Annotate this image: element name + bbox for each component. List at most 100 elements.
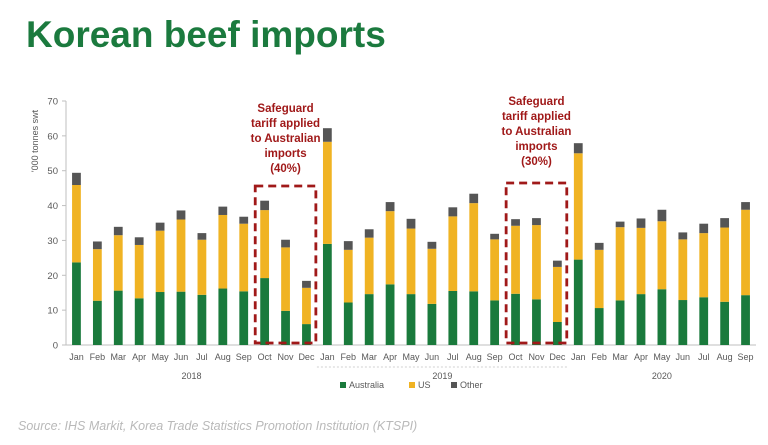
- bar-other: [155, 222, 165, 231]
- bar-australia: [720, 301, 730, 345]
- bar-us: [448, 216, 458, 291]
- bar-australia: [176, 291, 186, 345]
- annotation-text: tariff applied: [251, 118, 320, 130]
- y-tick-label: 70: [47, 97, 58, 108]
- bar-other: [239, 216, 249, 224]
- bar-australia: [302, 324, 311, 345]
- bar-us: [385, 211, 395, 285]
- bar-other: [134, 237, 144, 245]
- page-title: Korean beef imports: [26, 14, 386, 55]
- year-label: 2018: [181, 371, 201, 381]
- bar-us: [260, 210, 270, 279]
- x-tick-label: Jun: [425, 352, 440, 362]
- bar-us: [573, 153, 583, 260]
- annotation-box: [504, 181, 569, 345]
- bar-australia: [657, 289, 667, 345]
- bar-us: [92, 249, 102, 301]
- bar-australia: [448, 290, 458, 345]
- bar-australia: [469, 291, 479, 345]
- bar-us: [176, 219, 186, 292]
- x-tick-label: Mar: [361, 352, 377, 362]
- bar-australia: [322, 243, 332, 345]
- bar-other: [72, 172, 81, 186]
- x-tick-label: Aug: [466, 352, 482, 362]
- legend-swatch-other: [451, 382, 457, 388]
- annotation-text: imports: [515, 141, 557, 153]
- bar-australia: [364, 294, 374, 345]
- bar-us: [552, 266, 562, 322]
- legend-swatch-australia: [340, 382, 346, 388]
- bar-other: [511, 219, 520, 226]
- bar-other: [532, 218, 541, 226]
- annotation-box: [253, 184, 318, 345]
- bar-us: [406, 228, 416, 295]
- bar-other: [469, 193, 479, 204]
- bar-other: [594, 242, 604, 250]
- bar-us: [72, 185, 81, 263]
- bar-australia: [552, 321, 562, 345]
- bar-other: [364, 229, 374, 238]
- bar-australia: [594, 308, 604, 345]
- bar-us: [239, 223, 249, 292]
- annotation-text: Safeguard: [257, 103, 313, 115]
- bar-australia: [406, 294, 416, 345]
- bar-australia: [385, 284, 395, 345]
- bar-other: [197, 233, 207, 240]
- bar-other: [343, 241, 353, 250]
- bar-us: [699, 233, 709, 298]
- bar-other: [322, 128, 332, 142]
- x-tick-label: Jul: [447, 352, 459, 362]
- y-tick-label: 40: [47, 201, 58, 212]
- bar-australia: [218, 288, 228, 345]
- year-label: 2019: [432, 371, 452, 381]
- bar-us: [113, 235, 123, 291]
- x-tick-label: Jan: [69, 352, 84, 362]
- bar-other: [678, 232, 688, 240]
- x-tick-label: Mar: [612, 352, 628, 362]
- source-note: Source: IHS Markit, Korea Trade Statisti…: [18, 419, 418, 433]
- bar-other: [615, 221, 625, 228]
- annotation-text: to Australian: [251, 133, 321, 145]
- bar-australia: [490, 300, 500, 345]
- bar-us: [427, 248, 437, 304]
- y-tick-label: 30: [47, 236, 58, 247]
- x-tick-label: Apr: [634, 352, 648, 362]
- legend-label-us: US: [418, 380, 431, 390]
- bar-us: [302, 287, 311, 325]
- bar-australia: [343, 302, 353, 345]
- annotation-text: tariff applied: [502, 111, 571, 123]
- x-tick-label: Feb: [591, 352, 607, 362]
- bar-us: [657, 221, 667, 290]
- bar-us: [218, 214, 228, 289]
- x-tick-label: Oct: [509, 352, 524, 362]
- bar-australia: [113, 290, 123, 345]
- y-tick-label: 10: [47, 306, 58, 317]
- bar-australia: [260, 278, 270, 345]
- x-tick-label: May: [152, 352, 170, 362]
- x-tick-label: Jun: [676, 352, 691, 362]
- bar-australia: [532, 299, 541, 345]
- bar-other: [281, 239, 290, 248]
- bar-other: [490, 233, 500, 240]
- x-tick-label: Nov: [528, 352, 545, 362]
- bar-us: [678, 239, 688, 301]
- x-tick-label: Dec: [549, 352, 566, 362]
- x-tick-label: Jul: [698, 352, 710, 362]
- bar-australia: [573, 259, 583, 345]
- bar-other: [260, 200, 270, 211]
- bar-other: [573, 143, 583, 154]
- bar-us: [511, 225, 520, 294]
- annotation-text: (30%): [521, 156, 552, 168]
- x-tick-label: Feb: [341, 352, 357, 362]
- bar-us: [490, 239, 500, 301]
- bar-australia: [615, 300, 625, 345]
- bar-other: [113, 226, 123, 236]
- x-tick-label: Oct: [258, 352, 273, 362]
- bar-australia: [636, 294, 646, 345]
- bar-us: [364, 237, 374, 295]
- x-tick-label: Apr: [132, 352, 146, 362]
- bar-other: [448, 207, 458, 217]
- bar-us: [532, 225, 541, 300]
- bar-us: [281, 247, 290, 311]
